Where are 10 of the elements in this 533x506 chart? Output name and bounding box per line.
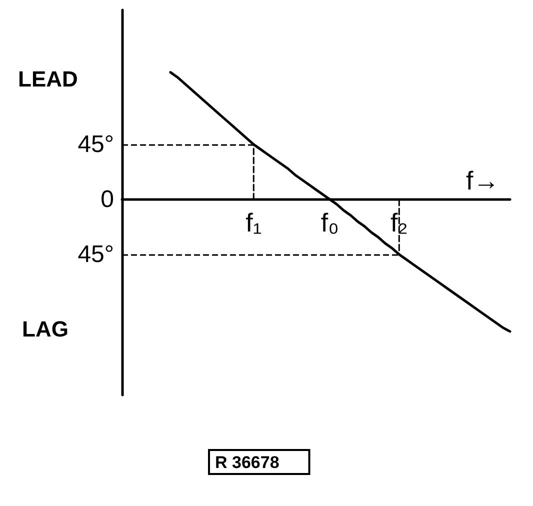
x-axis-title: f→ <box>466 165 500 196</box>
x-tick-label: f₂ <box>390 207 408 238</box>
text: LEAD <box>18 66 78 92</box>
y-tick-label: 0 <box>100 186 114 213</box>
y-tick-label: 45° <box>78 130 114 158</box>
y-tick-label: 45° <box>78 240 114 268</box>
text: LAG <box>22 316 68 342</box>
x-tick-label: f₁ <box>246 207 262 238</box>
x-tick-label: f₀ <box>320 207 339 238</box>
text: R 36678 <box>215 453 280 472</box>
